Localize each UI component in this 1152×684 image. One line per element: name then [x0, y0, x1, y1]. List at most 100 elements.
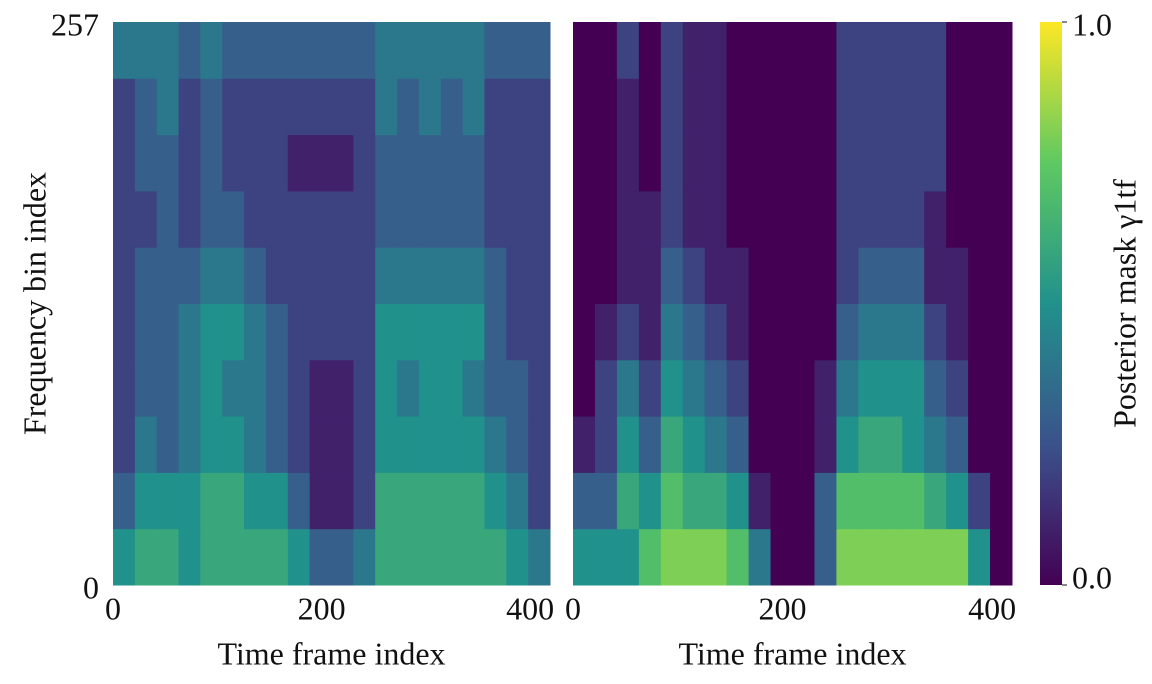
- heatmap-cell: [397, 528, 420, 586]
- heatmap-cell: [902, 190, 925, 248]
- heatmap-cell: [287, 78, 311, 136]
- heatmap-cell: [287, 134, 311, 192]
- heatmap-cell: [331, 416, 354, 473]
- heatmap-cell: [222, 22, 245, 79]
- heatmap-cell: [462, 247, 485, 304]
- heatmap-cell: [573, 247, 596, 304]
- heatmap-cell: [484, 528, 507, 586]
- x-tick-label: 200: [298, 590, 346, 626]
- heatmap-cell: [858, 247, 881, 304]
- heatmap-cell: [484, 190, 507, 248]
- heatmap-cell: [375, 22, 398, 79]
- heatmap-cell: [660, 22, 684, 79]
- heatmap-cell: [462, 78, 485, 136]
- heatmap-cell: [594, 416, 618, 473]
- heatmap-cell: [704, 22, 728, 79]
- heatmap-cell: [924, 247, 947, 304]
- heatmap-cell: [397, 303, 420, 361]
- heatmap-cell: [990, 78, 1013, 136]
- heatmap-cell: [748, 247, 772, 304]
- heatmap-cell: [573, 416, 596, 473]
- heatmap-cell: [113, 359, 136, 417]
- heatmap-cell: [770, 22, 793, 79]
- heatmap-cell: [134, 416, 158, 473]
- heatmap-cell: [200, 416, 223, 473]
- heatmap-cell: [748, 134, 772, 192]
- heatmap-cell: [222, 247, 245, 304]
- heatmap-cell: [506, 134, 529, 192]
- heatmap-cell: [594, 78, 618, 136]
- heatmap-cell: [946, 78, 969, 136]
- heatmap-cell: [682, 247, 706, 304]
- heatmap-cell: [638, 190, 662, 248]
- heatmap-cell: [990, 22, 1013, 79]
- heatmap-cell: [440, 134, 464, 192]
- heatmap-cell: [594, 247, 618, 304]
- heatmap-cell: [858, 359, 881, 417]
- heatmap-cell: [265, 303, 289, 361]
- heatmap-cell: [924, 528, 947, 586]
- heatmap-cell: [178, 190, 201, 248]
- heatmap-cell: [990, 134, 1013, 192]
- heatmap-cell: [200, 472, 223, 530]
- colorbar-tick-label: 0.0: [1072, 559, 1112, 595]
- heatmap-cell: [792, 303, 815, 361]
- heatmap-cell: [178, 416, 201, 473]
- y-axis-label: Frequency bin index: [16, 172, 52, 435]
- heatmap-cell: [858, 472, 881, 530]
- heatmap-cell: [528, 472, 551, 530]
- heatmap-cell: [287, 247, 311, 304]
- heatmap-cell: [528, 359, 551, 417]
- heatmap-cell: [353, 472, 376, 530]
- heatmap-cell: [770, 359, 793, 417]
- heatmap-cell: [375, 134, 398, 192]
- heatmap-cell: [880, 78, 903, 136]
- heatmap-cell: [200, 134, 223, 192]
- heatmap-cell: [200, 78, 223, 136]
- heatmap-cell: [616, 303, 640, 361]
- heatmap-cell: [200, 247, 223, 304]
- heatmap-cell: [990, 359, 1013, 417]
- colorbar: [1040, 22, 1062, 585]
- heatmap-cell: [200, 22, 223, 79]
- heatmap-cell: [924, 472, 947, 530]
- heatmap-cell: [134, 247, 158, 304]
- heatmap-cell: [440, 528, 464, 586]
- heatmap-cell: [880, 416, 903, 473]
- heatmap-cell: [616, 472, 640, 530]
- heatmap-cell: [616, 247, 640, 304]
- heatmap-cell: [858, 416, 881, 473]
- heatmap-cell: [616, 359, 640, 417]
- heatmap-cell: [265, 134, 289, 192]
- heatmap-cell: [902, 359, 925, 417]
- heatmap-cell: [287, 416, 311, 473]
- heatmap-cell: [287, 472, 311, 530]
- heatmap-cell: [113, 303, 136, 361]
- heatmap-cell: [660, 134, 684, 192]
- heatmap-cell: [968, 134, 991, 192]
- heatmap-cell: [397, 190, 420, 248]
- heatmap-cell: [814, 22, 837, 79]
- heatmap-cell: [638, 472, 662, 530]
- heatmap-cell: [594, 303, 618, 361]
- heatmap-cell: [353, 134, 376, 192]
- x-tick-label: 400: [968, 590, 1016, 626]
- heatmap-cell: [178, 247, 201, 304]
- heatmap-cell: [814, 134, 837, 192]
- heatmap-cell: [704, 528, 728, 586]
- heatmap-cell: [528, 190, 551, 248]
- heatmap-cell: [309, 190, 332, 248]
- heatmap-cell: [638, 416, 662, 473]
- heatmap-cell: [968, 190, 991, 248]
- heatmap-cell: [880, 190, 903, 248]
- heatmap-cell: [990, 303, 1013, 361]
- heatmap-cell: [704, 247, 728, 304]
- heatmap-cell: [594, 22, 618, 79]
- heatmap-cell: [528, 247, 551, 304]
- heatmap-cell: [770, 416, 793, 473]
- heatmap-cell: [222, 303, 245, 361]
- heatmap-cell: [638, 247, 662, 304]
- x-tick-label: 200: [759, 590, 807, 626]
- heatmap-cell: [660, 472, 684, 530]
- heatmap-cell: [528, 22, 551, 79]
